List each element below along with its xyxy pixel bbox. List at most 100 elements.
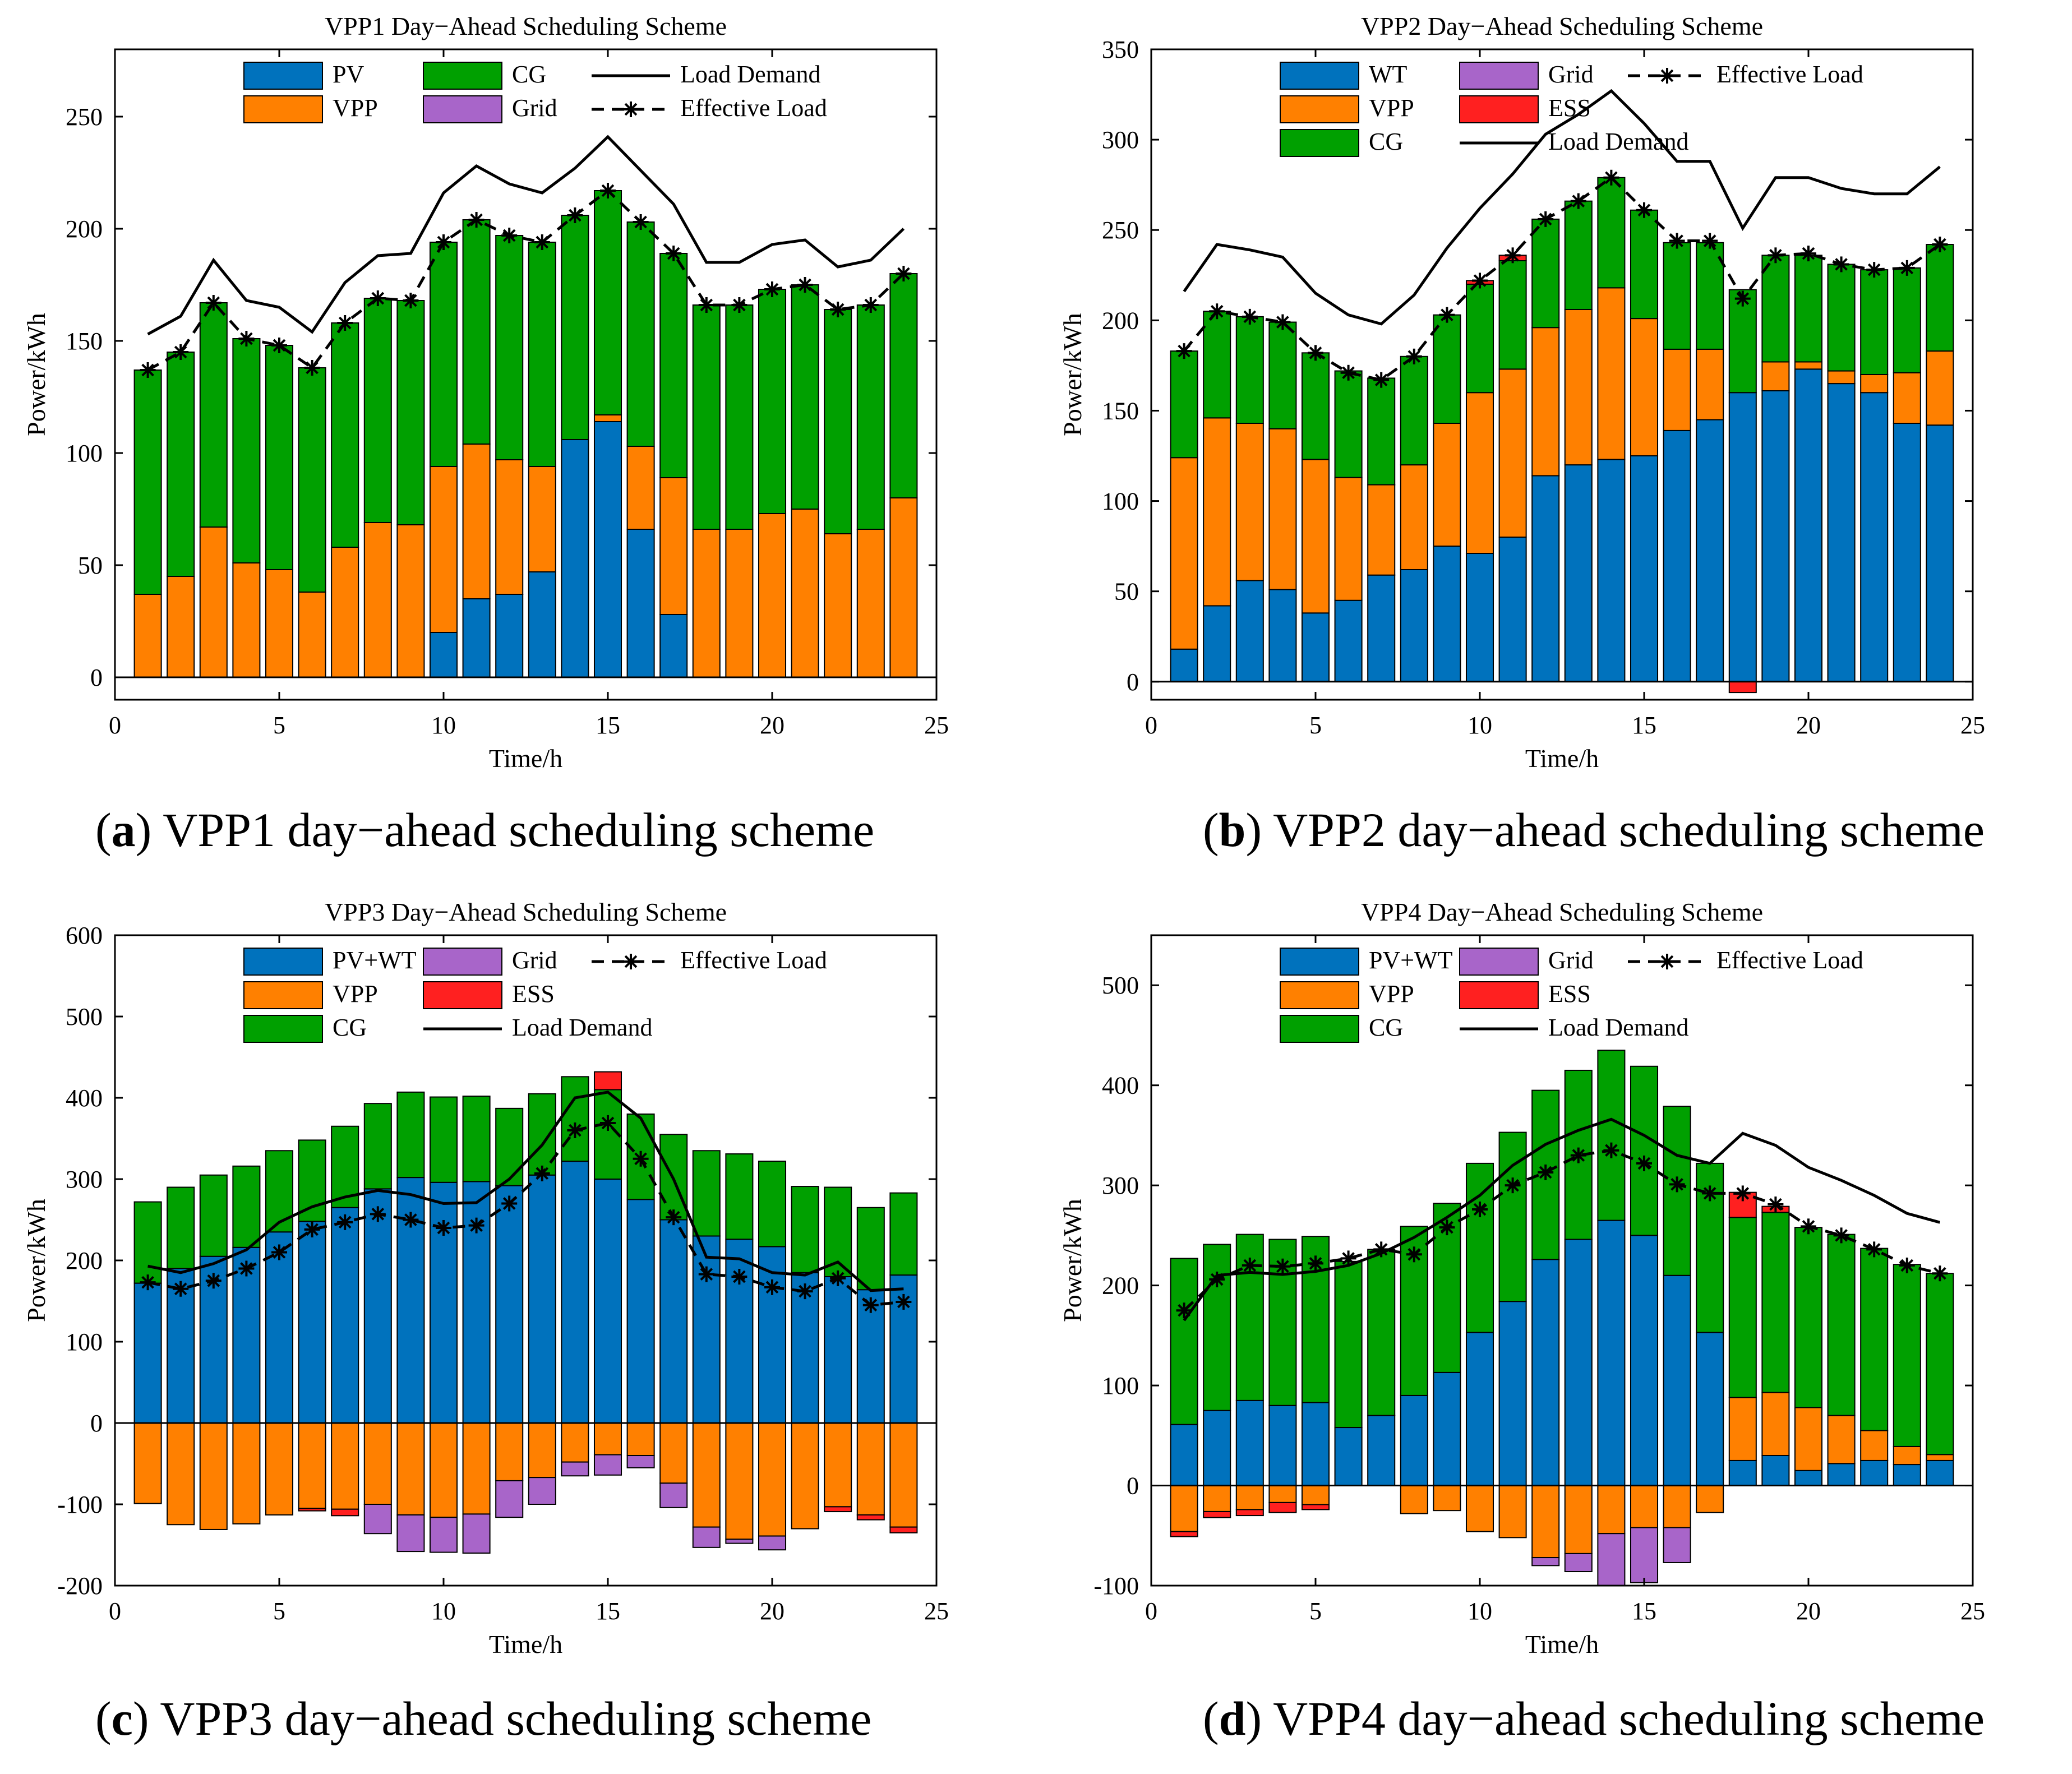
bar-grid-17 (659, 1482, 688, 1508)
legend-swatch-vpp (243, 981, 323, 1009)
x-axis-label: Time/h (1525, 1630, 1599, 1658)
effective-load-marker-21-stroke (1835, 258, 1848, 271)
effective-load-marker-4-stroke (240, 1262, 253, 1275)
effective-load-marker-20 (1801, 246, 1816, 262)
bar-vpp-1 (1170, 457, 1198, 650)
effective-load-marker-9 (1439, 307, 1455, 323)
legend-marker-effective-load (623, 101, 639, 117)
bar-pvwt-24 (1926, 1459, 1954, 1486)
bar-vpp-4 (232, 562, 261, 678)
bar-cg-7 (1367, 377, 1396, 486)
y-tick-label: 300 (66, 1166, 103, 1193)
effective-load-marker-6-stroke (1342, 1252, 1355, 1265)
bar-cg-18 (1728, 1217, 1757, 1398)
effective-load-marker-12-stroke (1539, 212, 1552, 226)
bar-pv-16 (626, 529, 655, 678)
bar-wt-9 (1433, 546, 1461, 682)
x-tick-label: 10 (1468, 712, 1492, 739)
effective-load-marker-6-stroke (306, 1223, 319, 1236)
bar-ess-22 (824, 1506, 852, 1513)
bar-cg-19 (725, 1153, 754, 1240)
bar-vpp-19 (1761, 1392, 1790, 1456)
effective-load-marker-24-stroke (1933, 1267, 1946, 1280)
effective-load-marker-19 (731, 1269, 747, 1285)
bar-pvwt-14 (1597, 1219, 1626, 1486)
bar-pvwt-12 (1531, 1259, 1560, 1486)
legend-label: PV+WT (333, 946, 417, 974)
effective-load-marker-3 (205, 1273, 221, 1289)
effective-load-marker-18-stroke (1736, 1187, 1750, 1200)
effective-load-marker-20 (764, 1279, 780, 1295)
effective-load-marker-14 (567, 1122, 583, 1138)
y-tick-label: 200 (66, 1247, 103, 1274)
effective-load-marker-1-stroke (1178, 1304, 1190, 1317)
bar-cg-6 (1334, 1260, 1363, 1429)
effective-load-marker-2 (173, 344, 189, 360)
bar-cg-20 (1794, 1227, 1823, 1408)
effective-load-marker-20 (1801, 1218, 1816, 1235)
bar-vpp-8 (363, 522, 392, 678)
bar-vpp-10 (1465, 1485, 1494, 1532)
effective-load-marker-7-stroke (338, 316, 352, 330)
effective-load-marker-5-stroke (273, 1246, 286, 1259)
legend-swatch-cg (243, 1015, 323, 1043)
bar-ess-2 (1203, 1510, 1231, 1518)
legend-swatch-ess (423, 981, 502, 1009)
bar-grid-11 (462, 1513, 491, 1554)
bar-wt-21 (1827, 383, 1856, 682)
effective-load-marker-18-stroke (700, 1268, 713, 1281)
effective-load-marker-14 (1603, 1142, 1619, 1158)
bar-pvwt-15 (1630, 1235, 1659, 1486)
effective-load-marker-17 (1702, 233, 1718, 249)
effective-load-marker-8-stroke (1408, 1248, 1421, 1261)
legend: PV CG Load Demand VPP Grid Effective Load (243, 61, 827, 123)
caption-b: (b) VPP2 day−ahead scheduling scheme (1203, 803, 1985, 857)
bar-pvwt-16 (626, 1199, 655, 1424)
effective-load-marker-11 (468, 212, 484, 228)
effective-load-marker-3-stroke (1243, 310, 1257, 324)
bar-cg-22 (824, 309, 852, 534)
effective-load-marker-19 (731, 297, 747, 313)
effective-load-marker-8-stroke (1408, 350, 1421, 363)
bar-pvwt-5 (1301, 1402, 1330, 1486)
bar-grid-10 (429, 1517, 458, 1553)
bar-vpp-24 (889, 497, 918, 678)
y-axis-label: Power/kWh (22, 313, 50, 436)
effective-load-marker-9-stroke (1441, 308, 1453, 321)
bar-ess-4 (1268, 1502, 1297, 1513)
effective-load-marker-19-stroke (733, 298, 746, 312)
y-tick-label: 300 (1102, 126, 1139, 154)
bar-pvwt-4 (1268, 1405, 1297, 1486)
bar-vpp-24 (1926, 350, 1954, 426)
effective-load-marker-23-stroke (1900, 261, 1914, 275)
bar-grid-9 (396, 1514, 425, 1553)
bar-vpp-17 (659, 1422, 688, 1484)
effective-load-marker-3-stroke (207, 1274, 220, 1287)
legend-marker-effective-load (1659, 68, 1675, 84)
bar-pvwt-13 (1564, 1239, 1593, 1486)
bar-cg-17 (659, 253, 688, 478)
effective-load-marker-22 (1866, 1241, 1882, 1258)
effective-load-marker-13-stroke (536, 235, 549, 249)
effective-load-marker-14-stroke (569, 209, 582, 222)
bar-wt-14 (1597, 459, 1626, 682)
legend-label: WT (1369, 61, 1408, 88)
effective-load-marker-24 (1932, 1265, 1948, 1282)
effective-load-marker-22 (1866, 262, 1882, 278)
bar-cg-23 (856, 1207, 885, 1291)
effective-load-marker-3 (1242, 308, 1258, 325)
effective-load-marker-22-stroke (1867, 263, 1881, 276)
bar-cg-24 (1926, 1273, 1954, 1456)
legend-swatch-pv (243, 62, 323, 90)
legend-label: Load Demand (1548, 128, 1688, 155)
effective-load-marker-23 (862, 297, 879, 313)
bar-cg-14 (561, 1076, 589, 1162)
y-tick-label: 100 (1102, 1372, 1139, 1399)
bar-cg-22 (1860, 1248, 1889, 1431)
bar-cg-1 (1170, 1258, 1198, 1425)
bars (133, 1071, 918, 1554)
bar-pvwt-6 (298, 1221, 326, 1424)
legend-swatch-pvwt (1280, 948, 1359, 976)
effective-load-marker-17-stroke (667, 247, 680, 260)
effective-load-marker-16 (1669, 233, 1685, 249)
